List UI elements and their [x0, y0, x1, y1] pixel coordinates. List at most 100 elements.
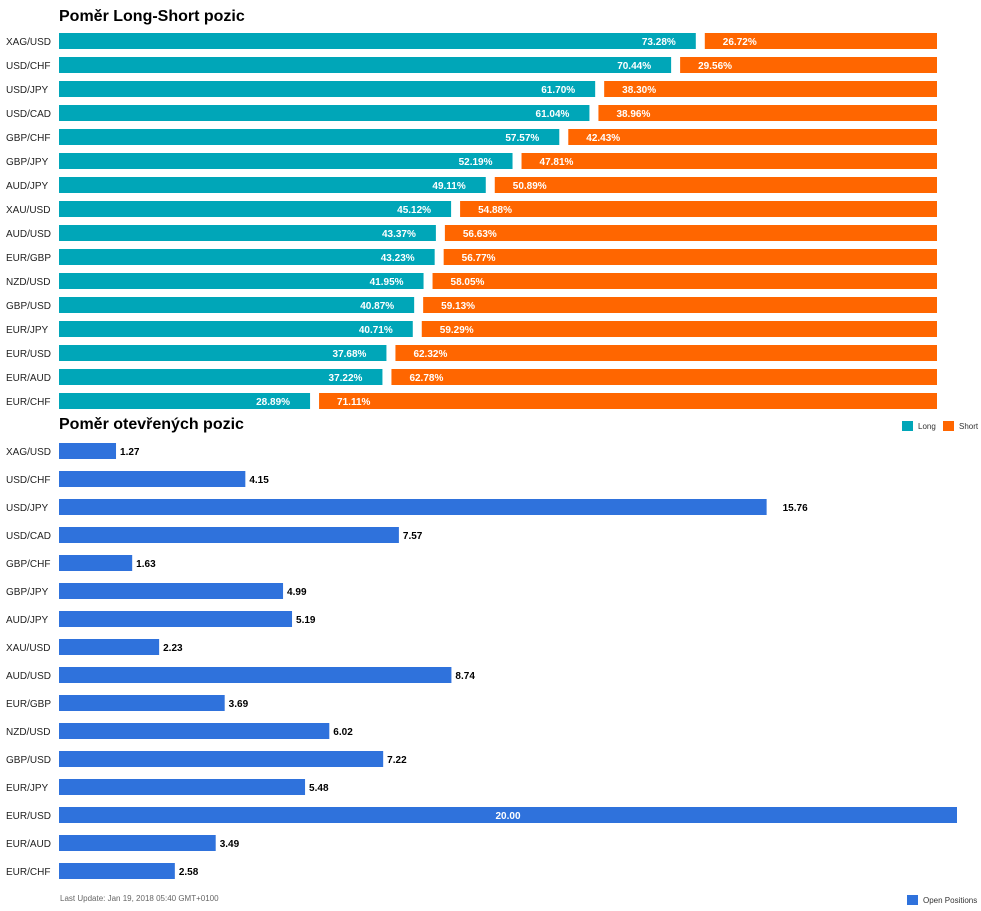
long-value-label: 45.12% — [397, 205, 431, 216]
long-value-label: 43.37% — [382, 229, 416, 240]
short-value-label: 38.30% — [622, 85, 656, 96]
short-bar — [444, 225, 937, 241]
category-label: EUR/USD — [6, 811, 51, 822]
short-bar — [423, 297, 938, 313]
long-bar — [59, 153, 513, 169]
category-label: GBP/CHF — [6, 559, 50, 570]
legend-long: Long — [902, 421, 936, 431]
open-positions-bar — [59, 807, 957, 823]
category-label: AUD/JPY — [6, 615, 49, 626]
open-positions-value-label: 3.69 — [229, 699, 249, 710]
open-positions-value-label: 5.19 — [296, 615, 316, 626]
category-label: GBP/CHF — [6, 133, 50, 144]
open-positions-bar — [59, 443, 117, 459]
open-positions-bar — [59, 471, 246, 487]
open-positions-bar — [59, 639, 160, 655]
long-bar — [59, 273, 424, 289]
long-bar — [59, 177, 486, 193]
long-value-label: 61.70% — [541, 85, 575, 96]
category-label: XAG/USD — [6, 447, 51, 458]
category-label: AUD/USD — [6, 671, 51, 682]
category-label: EUR/USD — [6, 349, 51, 360]
legend-open-swatch — [907, 895, 918, 905]
long-bar — [59, 393, 311, 409]
open-positions-bar — [59, 527, 399, 543]
open-positions-bar — [59, 751, 384, 767]
long-value-label: 52.19% — [459, 157, 493, 168]
short-value-label: 47.81% — [540, 157, 574, 168]
open-positions-value-label: 1.63 — [136, 559, 156, 570]
short-bar — [680, 57, 937, 73]
long-value-label: 57.57% — [505, 133, 539, 144]
long-bar — [59, 321, 413, 337]
category-label: EUR/JPY — [6, 325, 49, 336]
short-bar — [494, 177, 937, 193]
short-bar — [598, 105, 937, 121]
legend-long-label: Long — [918, 421, 936, 431]
short-value-label: 71.11% — [337, 397, 370, 408]
long-bar — [59, 129, 560, 145]
category-label: EUR/CHF — [6, 867, 50, 878]
category-label: EUR/AUD — [6, 839, 51, 850]
open-positions-bar — [59, 583, 284, 599]
category-label: XAU/USD — [6, 205, 50, 216]
legend-short-swatch — [943, 421, 954, 431]
open-positions-bar — [59, 835, 216, 851]
short-value-label: 50.89% — [513, 181, 547, 192]
open-positions-bar — [59, 723, 330, 739]
long-bar — [59, 201, 452, 217]
category-label: GBP/JPY — [6, 157, 49, 168]
legend-open-positions: Open Positions — [907, 895, 977, 905]
open-positions-chart-title: Poměr otevřených pozic — [59, 416, 244, 433]
open-positions-value-label: 15.76 — [783, 503, 808, 514]
category-label: XAU/USD — [6, 643, 50, 654]
open-positions-bar — [59, 499, 767, 515]
category-label: EUR/JPY — [6, 783, 49, 794]
open-positions-value-label: 1.27 — [120, 447, 140, 458]
category-label: GBP/JPY — [6, 587, 49, 598]
long-value-label: 37.22% — [329, 373, 363, 384]
long-value-label: 73.28% — [642, 37, 676, 48]
category-label: EUR/GBP — [6, 699, 51, 710]
short-value-label: 59.13% — [441, 301, 475, 312]
category-label: AUD/USD — [6, 229, 51, 240]
open-positions-value-label: 7.22 — [387, 755, 407, 766]
short-value-label: 29.56% — [698, 61, 732, 72]
last-update-text: Last Update: Jan 19, 2018 05:40 GMT+0100 — [60, 894, 219, 903]
short-bar — [460, 201, 937, 217]
category-label: USD/CHF — [6, 61, 50, 72]
long-value-label: 28.89% — [256, 397, 290, 408]
long-bar — [59, 345, 387, 361]
long-bar — [59, 57, 672, 73]
open-positions-value-label: 5.48 — [309, 783, 329, 794]
category-label: GBP/USD — [6, 755, 51, 766]
short-bar — [704, 33, 937, 49]
open-positions-value-label: 2.58 — [179, 867, 199, 878]
short-value-label: 56.63% — [463, 229, 497, 240]
long-value-label: 49.11% — [432, 181, 465, 192]
legend-long-swatch — [902, 421, 913, 431]
short-bar — [443, 249, 937, 265]
open-positions-bar — [59, 695, 225, 711]
long-bar — [59, 225, 436, 241]
open-positions-value-label: 3.49 — [220, 839, 240, 850]
category-label: NZD/USD — [6, 277, 50, 288]
long-value-label: 43.23% — [381, 253, 415, 264]
short-value-label: 56.77% — [462, 253, 496, 264]
category-label: USD/CAD — [6, 531, 51, 542]
legend-short-label: Short — [959, 421, 979, 431]
long-value-label: 37.68% — [333, 349, 367, 360]
short-bar — [319, 393, 938, 409]
category-label: USD/JPY — [6, 85, 49, 96]
open-positions-bar — [59, 667, 452, 683]
short-bar — [391, 369, 938, 385]
short-value-label: 62.78% — [409, 373, 443, 384]
long-value-label: 61.04% — [536, 109, 570, 120]
open-positions-bar — [59, 611, 293, 627]
long-value-label: 40.87% — [360, 301, 394, 312]
open-positions-value-label: 2.23 — [163, 643, 183, 654]
open-positions-bar — [59, 555, 133, 571]
open-positions-value-label: 6.02 — [333, 727, 353, 738]
short-bar — [395, 345, 937, 361]
